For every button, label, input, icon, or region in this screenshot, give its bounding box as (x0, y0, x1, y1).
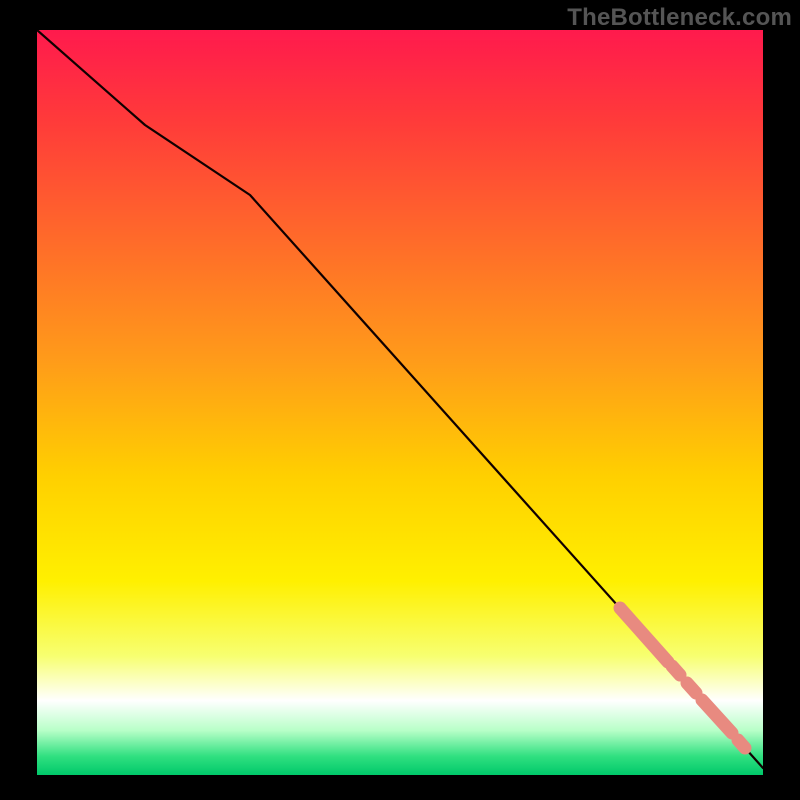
marker-segment (702, 700, 732, 733)
plot-area (37, 30, 763, 775)
marker-segment (687, 683, 696, 693)
marker-segment (620, 608, 668, 662)
watermark-text: TheBottleneck.com (567, 4, 792, 32)
curve-line (37, 30, 763, 768)
marker-segment (672, 666, 680, 675)
canvas: TheBottleneck.com (0, 0, 800, 800)
marker-segments-group (620, 608, 745, 748)
chart-overlay-svg (37, 30, 763, 775)
marker-segment (738, 740, 745, 748)
